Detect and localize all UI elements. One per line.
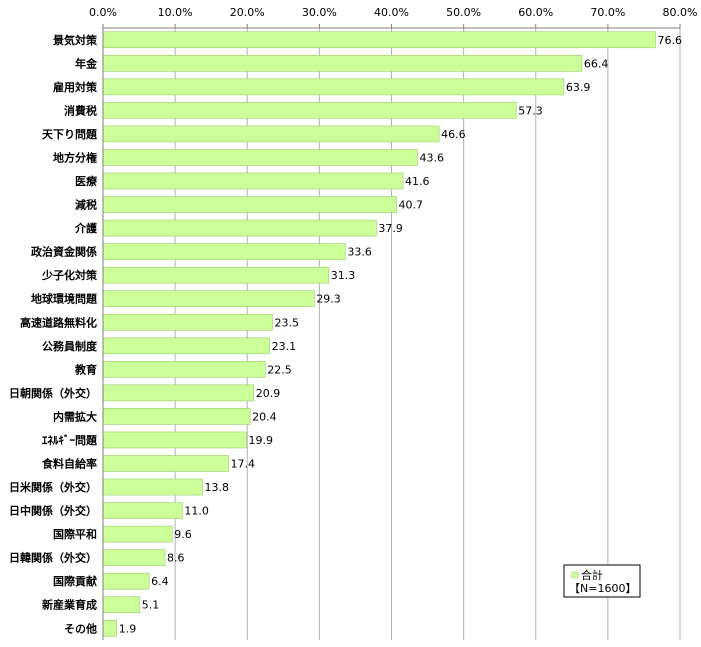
bar xyxy=(102,337,270,355)
category-label: 国際平和 xyxy=(53,527,97,541)
category-labels: 景気対策年金雇用対策消費税天下り問題地方分権医療減税介護政治資金関係少子化対策地… xyxy=(9,33,98,636)
bar xyxy=(102,102,517,119)
category-label: 地方分権 xyxy=(53,150,97,164)
axes xyxy=(102,27,680,640)
category-label: 高速道路無料化 xyxy=(20,315,97,329)
bar xyxy=(102,525,173,543)
value-label: 23.1 xyxy=(272,340,297,353)
bar xyxy=(102,478,203,496)
category-label: 内需拡大 xyxy=(53,409,97,423)
category-label: 国際貢献 xyxy=(53,574,97,588)
category-label: 年金 xyxy=(75,56,98,70)
category-label: 政治資金関係 xyxy=(31,245,97,259)
bar xyxy=(102,408,251,425)
value-label: 40.7 xyxy=(399,199,424,212)
category-label: 介護 xyxy=(74,221,98,235)
value-label: 41.6 xyxy=(405,175,430,188)
x-axis-ticks: 0.0% 10.0% 20.0% 30.0% 40.0% 50.0% 60.0% 70.0% 8… xyxy=(89,6,697,28)
category-label: その他 xyxy=(64,621,97,635)
value-label: 66.4 xyxy=(584,57,609,70)
x-tick-label: 40.0% xyxy=(374,6,409,19)
value-label: 57.3 xyxy=(518,104,543,117)
value-label: 19.9 xyxy=(249,434,274,447)
bar xyxy=(102,219,377,237)
bar xyxy=(102,596,141,614)
value-label: 23.5 xyxy=(274,316,299,329)
bars xyxy=(102,31,656,637)
bar xyxy=(102,55,583,72)
x-tick-label: 60.0% xyxy=(518,6,553,19)
bar xyxy=(102,266,330,284)
value-label: 76.6 xyxy=(657,34,682,47)
value-label: 8.6 xyxy=(167,552,185,565)
category-label: 減税 xyxy=(75,198,97,212)
value-label: 9.6 xyxy=(174,528,192,541)
value-label: 43.6 xyxy=(419,151,444,164)
value-label: 20.9 xyxy=(256,387,281,400)
x-tick-label: 0.0% xyxy=(89,6,117,19)
bar xyxy=(102,361,266,378)
x-tick-label: 20.0% xyxy=(230,6,265,19)
bar xyxy=(102,149,418,166)
x-tick-label: 50.0% xyxy=(446,6,481,19)
x-tick-label: 30.0% xyxy=(302,6,337,19)
x-tick-label: 70.0% xyxy=(590,6,625,19)
value-label: 29.3 xyxy=(316,293,341,306)
legend-box xyxy=(563,564,641,598)
bar xyxy=(102,619,118,637)
category-label: 教育 xyxy=(74,362,97,376)
category-label: 雇用対策 xyxy=(53,80,98,94)
category-label: 食料自給率 xyxy=(42,456,97,470)
category-label: 日韓関係（外交） xyxy=(9,551,97,565)
bar xyxy=(102,384,255,402)
value-label: 33.6 xyxy=(347,246,372,259)
category-label: 地球環境問題 xyxy=(31,292,98,306)
category-label: ｴﾈﾙｷﾞｰ問題 xyxy=(42,433,98,447)
bar xyxy=(102,313,273,331)
category-label: 消費税 xyxy=(64,103,97,117)
category-label: 医療 xyxy=(75,174,98,188)
category-label: 景気対策 xyxy=(52,33,98,47)
value-label: 46.6 xyxy=(441,128,466,141)
bar xyxy=(102,125,440,143)
value-label: 5.1 xyxy=(142,599,160,612)
value-label: 20.4 xyxy=(252,410,277,423)
value-label: 11.0 xyxy=(184,505,209,518)
legend-note: 【N=1600】 xyxy=(569,582,636,595)
value-label: 31.3 xyxy=(331,269,356,282)
value-labels: 76.6 66.4 63.9 57.3 46.6 43.6 41.6 40.7 37.9 33.6… xyxy=(119,34,682,636)
bar xyxy=(102,455,229,472)
grid-lines xyxy=(174,28,681,640)
category-label: 日中関係（外交） xyxy=(9,504,97,518)
bar xyxy=(102,431,247,449)
value-label: 13.8 xyxy=(205,481,230,494)
category-label: 天下り問題 xyxy=(42,128,98,141)
bar xyxy=(102,243,346,260)
category-label: 日米関係（外交） xyxy=(9,480,97,494)
bar xyxy=(102,196,397,213)
legend-swatch xyxy=(571,571,579,579)
category-label: 公務員制度 xyxy=(42,339,98,353)
value-label: 22.5 xyxy=(267,363,292,376)
value-label: 63.9 xyxy=(566,81,591,94)
category-label: 少子化対策 xyxy=(41,268,98,282)
bar xyxy=(102,290,315,308)
x-tick-label: 80.0% xyxy=(663,6,698,19)
x-tick-label: 10.0% xyxy=(158,6,193,19)
value-label: 17.4 xyxy=(230,457,255,470)
value-label: 37.9 xyxy=(378,222,403,235)
value-label: 6.4 xyxy=(151,575,169,588)
legend: 合計 【N=1600】 xyxy=(563,564,641,598)
bar xyxy=(102,502,183,519)
bar xyxy=(102,172,404,190)
bar xyxy=(102,78,565,96)
bar xyxy=(102,572,150,590)
bar xyxy=(102,31,656,49)
legend-series-name: 合計 xyxy=(581,568,603,582)
category-label: 日朝関係（外交） xyxy=(9,386,97,400)
category-label: 新産業育成 xyxy=(42,598,97,612)
bar xyxy=(102,549,166,566)
value-label: 1.9 xyxy=(119,622,137,635)
